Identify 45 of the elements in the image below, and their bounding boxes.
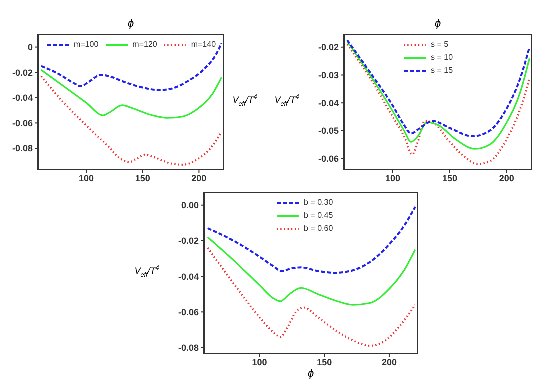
x-tick-label: 200 (192, 173, 207, 184)
y-tick-label: 0.00 (181, 200, 199, 211)
legend-label: m=120 (132, 40, 158, 49)
x-tick-label: 200 (499, 173, 514, 184)
line-series (206, 247, 416, 347)
line-series (40, 42, 223, 92)
y-tick-label: -0.03 (318, 70, 339, 80)
x-tick-label: 100 (78, 173, 94, 184)
x-tick-label: 200 (382, 357, 397, 368)
y-tick-label: 0 (28, 42, 33, 52)
y-axis-title: V$_{eff}$/T$^{4}$ (134, 265, 160, 279)
y-tick-label: -0.04 (318, 98, 339, 108)
y-tick-label: -0.02 (178, 236, 199, 246)
legend-label: b = 0.60 (304, 224, 334, 233)
y-tick-label: -0.04 (178, 272, 199, 282)
line-series (40, 69, 223, 119)
line-series (40, 75, 223, 166)
x-tick-label: 100 (385, 173, 401, 184)
x-axis-title: ϕ (126, 18, 136, 30)
legend-label: b = 0.30 (304, 198, 334, 207)
y-tick-label: -0.08 (178, 342, 199, 353)
y-tick-label: -0.04 (12, 93, 33, 104)
y-axis-title: V$_{eff}$/T$^{4}$ (274, 94, 300, 108)
y-tick-label: -0.02 (318, 42, 339, 53)
legend-label: s = 5 (431, 40, 449, 49)
x-axis-title: ϕ (306, 368, 316, 380)
legend-label: m=100 (74, 40, 99, 49)
y-tick-label: -0.06 (12, 118, 33, 128)
y-tick-label: -0.05 (318, 126, 339, 136)
legend-label: s = 10 (431, 53, 454, 62)
legend-label: b = 0.45 (304, 211, 334, 220)
x-axis-title: ϕ (434, 18, 442, 30)
x-tick-label: 100 (252, 357, 268, 368)
y-tick-label: -0.08 (12, 144, 33, 154)
y-tick-label: -0.06 (178, 307, 199, 318)
legend-label: m=140 (191, 40, 216, 49)
legend-label: s = 15 (431, 66, 454, 75)
x-tick-label: 150 (317, 357, 332, 368)
line-series (207, 236, 416, 306)
x-tick-label: 150 (442, 173, 458, 184)
line-series (206, 206, 416, 274)
y-tick-label: -0.06 (318, 154, 339, 164)
y-axis-title: V$_{eff}$/T$^{4}$ (232, 94, 258, 108)
y-tick-label: -0.02 (12, 68, 33, 78)
x-tick-label: 150 (135, 173, 150, 184)
